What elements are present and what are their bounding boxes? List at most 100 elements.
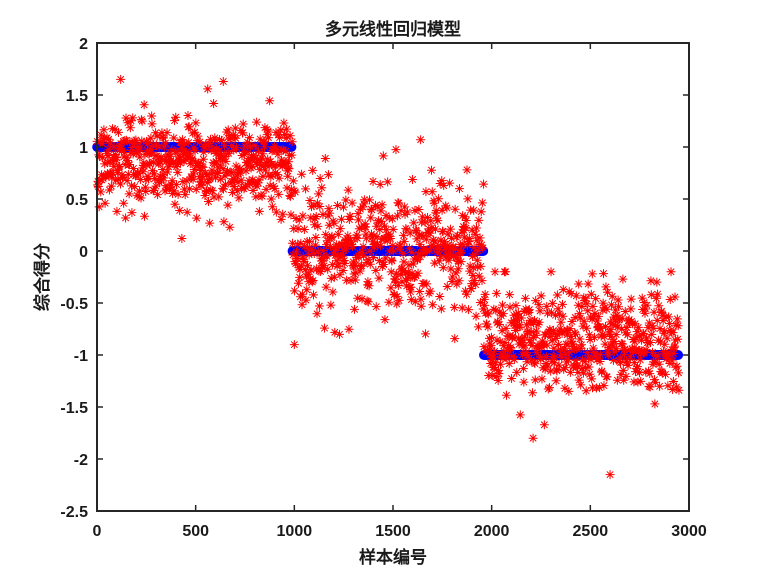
predicted-point [107, 168, 117, 178]
predicted-point [292, 253, 302, 263]
predicted-point [497, 326, 507, 336]
predicted-point [623, 360, 633, 370]
predicted-point [603, 287, 613, 297]
predicted-point [183, 111, 193, 121]
predicted-point [293, 278, 303, 288]
predicted-point [303, 244, 313, 254]
predicted-point [645, 382, 655, 392]
predicted-point [185, 159, 195, 169]
predicted-point [475, 233, 485, 243]
predicted-point [467, 225, 477, 235]
predicted-point [282, 124, 292, 134]
predicted-point [558, 299, 568, 309]
predicted-point [646, 290, 656, 300]
predicted-point [584, 330, 594, 340]
predicted-point [422, 279, 432, 289]
predicted-point [434, 256, 444, 266]
predicted-point [358, 202, 368, 212]
predicted-point [167, 176, 177, 186]
predicted-point [673, 334, 683, 344]
predicted-point [270, 184, 280, 194]
predicted-point [423, 212, 433, 222]
predicted-point [381, 225, 391, 235]
predicted-point [509, 310, 519, 320]
predicted-point [451, 268, 461, 278]
predicted-point [295, 272, 305, 282]
predicted-point [428, 300, 438, 310]
predicted-point [193, 131, 203, 141]
predicted-point [319, 261, 329, 271]
predicted-point [542, 301, 552, 311]
predicted-point [170, 199, 180, 209]
predicted-point [274, 173, 284, 183]
predicted-point [427, 187, 437, 197]
predicted-point [164, 162, 174, 172]
predicted-point [579, 316, 589, 326]
predicted-point [374, 256, 384, 266]
predicted-point [480, 289, 490, 299]
predicted-point [100, 198, 110, 208]
predicted-point [116, 74, 126, 84]
predicted-point [283, 171, 293, 181]
predicted-point [393, 280, 403, 290]
predicted-point [556, 345, 566, 355]
predicted-point [583, 279, 593, 289]
predicted-point [344, 324, 354, 334]
predicted-point [573, 362, 583, 372]
predicted-point [461, 216, 471, 226]
predicted-point [649, 307, 659, 317]
predicted-point [580, 296, 590, 306]
predicted-point [634, 368, 644, 378]
predicted-point [436, 235, 446, 245]
x-tick-label: 1500 [375, 523, 411, 540]
predicted-point [660, 339, 670, 349]
predicted-point [407, 268, 417, 278]
predicted-point [404, 270, 414, 280]
predicted-point [166, 182, 176, 192]
predicted-point [638, 329, 648, 339]
predicted-point [238, 119, 248, 129]
predicted-point [273, 130, 283, 140]
predicted-point [548, 351, 558, 361]
predicted-point [106, 181, 116, 191]
predicted-point [314, 301, 324, 311]
predicted-point [589, 332, 599, 342]
predicted-point [328, 287, 338, 297]
predicted-point [551, 333, 561, 343]
predicted-point [587, 269, 597, 279]
predicted-point [146, 133, 156, 143]
predicted-point [224, 148, 234, 158]
predicted-point [243, 147, 253, 157]
predicted-point [181, 155, 191, 165]
predicted-point [550, 328, 560, 338]
predicted-point [597, 366, 607, 376]
predicted-point [460, 286, 470, 296]
predicted-point [396, 206, 406, 216]
predicted-point [399, 237, 409, 247]
predicted-point [338, 265, 348, 275]
predicted-point [566, 289, 576, 299]
predicted-point [287, 137, 297, 147]
predicted-point [119, 147, 129, 157]
predicted-point [505, 290, 515, 300]
predicted-point [318, 246, 328, 256]
predicted-point [352, 233, 362, 243]
predicted-point [447, 272, 457, 282]
predicted-point [226, 168, 236, 178]
predicted-point [619, 375, 629, 385]
predicted-point [456, 246, 466, 256]
predicted-point [663, 351, 673, 361]
predicted-point [299, 257, 309, 267]
predicted-point [142, 136, 152, 146]
predicted-point [595, 350, 605, 360]
predicted-point [177, 135, 187, 145]
predicted-point [398, 230, 408, 240]
predicted-point [473, 322, 483, 332]
predicted-point [202, 170, 212, 180]
predicted-point [574, 375, 584, 385]
predicted-point [599, 381, 609, 391]
predicted-point [511, 301, 521, 311]
predicted-point [591, 351, 601, 361]
predicted-point [536, 291, 546, 301]
predicted-point [498, 300, 508, 310]
